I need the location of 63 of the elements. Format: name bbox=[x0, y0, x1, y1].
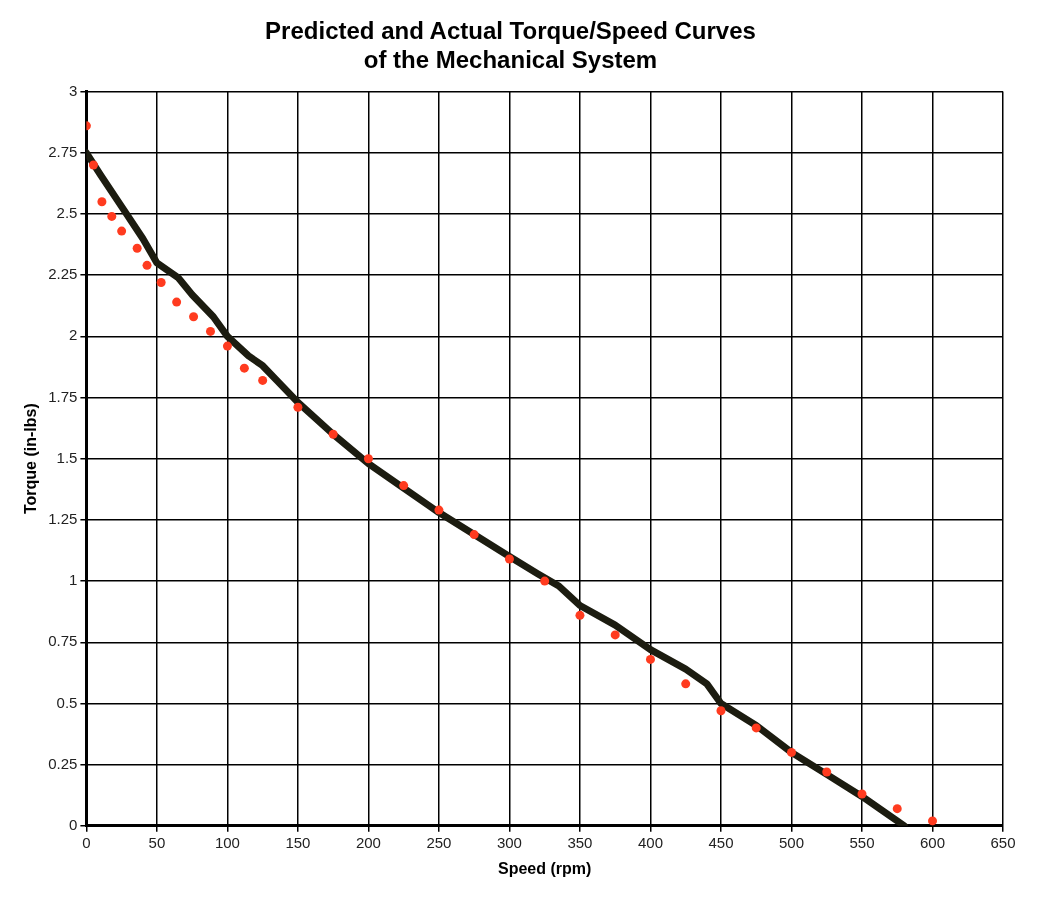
x-tick-label: 650 bbox=[990, 833, 1016, 851]
point bbox=[575, 610, 585, 620]
y-tick-label: 0.25 bbox=[48, 754, 78, 772]
y-tick-label: 2.5 bbox=[56, 204, 78, 222]
x-tick-label: 50 bbox=[148, 833, 166, 851]
y-tick-label: 0.5 bbox=[56, 693, 78, 711]
y-tick-label: 3 bbox=[69, 81, 78, 99]
text: of the Mechanical System bbox=[363, 45, 658, 73]
point bbox=[434, 505, 444, 515]
x-tick-label: 400 bbox=[637, 833, 663, 851]
point bbox=[172, 297, 182, 307]
point bbox=[927, 816, 937, 826]
y-tick-label: 0.75 bbox=[48, 632, 78, 650]
y-tick-label: 2.75 bbox=[48, 142, 78, 160]
point bbox=[504, 554, 514, 564]
point bbox=[681, 679, 691, 689]
x-tick-label: 450 bbox=[708, 833, 734, 851]
x-tick-label: 350 bbox=[567, 833, 593, 851]
point bbox=[751, 723, 761, 733]
x-tick-label: 100 bbox=[214, 833, 240, 851]
y-tick-label: 1.25 bbox=[48, 510, 78, 528]
point bbox=[540, 576, 550, 586]
point bbox=[786, 747, 796, 757]
point bbox=[716, 706, 726, 716]
point bbox=[189, 312, 199, 322]
y-tick-label: 0 bbox=[69, 815, 78, 833]
point bbox=[205, 326, 215, 336]
point bbox=[107, 211, 117, 221]
x-tick-label: 600 bbox=[919, 833, 946, 851]
point bbox=[610, 630, 620, 640]
point bbox=[293, 402, 303, 412]
point bbox=[222, 341, 232, 351]
x-tick-label: 0 bbox=[82, 833, 91, 851]
point bbox=[117, 226, 127, 236]
point bbox=[239, 363, 249, 373]
x-tick-label: 150 bbox=[285, 833, 311, 851]
y-tick-label: 2.25 bbox=[48, 265, 78, 283]
y-tick-label: 1.5 bbox=[56, 448, 78, 466]
text: Predicted and Actual Torque/Speed Curves bbox=[265, 17, 756, 45]
point bbox=[822, 767, 832, 777]
y-tick-label: 2 bbox=[69, 326, 78, 344]
point bbox=[156, 277, 166, 287]
y-tick-label: 1.75 bbox=[48, 387, 78, 405]
point bbox=[469, 530, 479, 540]
y-tick-label: 1 bbox=[69, 571, 78, 589]
x-tick-label: 200 bbox=[355, 833, 381, 851]
point bbox=[97, 197, 107, 207]
point bbox=[328, 429, 338, 439]
point bbox=[142, 260, 152, 270]
x-axis-title: Speed (rpm) bbox=[498, 859, 592, 877]
point bbox=[399, 481, 409, 491]
point bbox=[363, 454, 373, 464]
point bbox=[892, 804, 902, 814]
point bbox=[645, 654, 655, 664]
point bbox=[857, 789, 867, 799]
x-tick-label: 500 bbox=[778, 833, 804, 851]
x-tick-label: 550 bbox=[849, 833, 875, 851]
point bbox=[258, 375, 268, 385]
y-axis-title: Torque (in-lbs) bbox=[22, 403, 40, 515]
point bbox=[88, 160, 98, 170]
x-tick-label: 250 bbox=[426, 833, 452, 851]
point bbox=[132, 243, 142, 253]
x-tick-label: 300 bbox=[496, 833, 522, 851]
